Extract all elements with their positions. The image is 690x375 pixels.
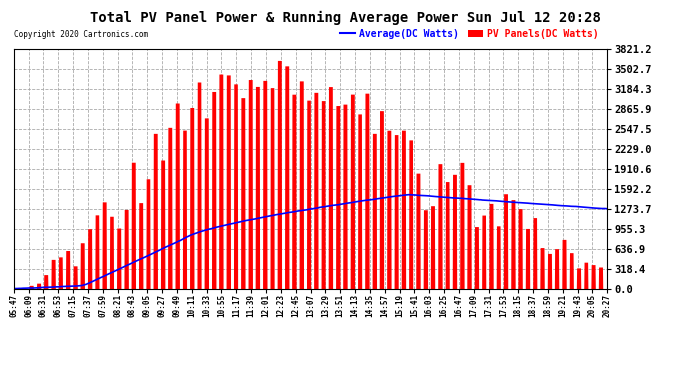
Legend: Average(DC Watts), PV Panels(DC Watts): Average(DC Watts), PV Panels(DC Watts) [337, 25, 602, 43]
Text: Total PV Panel Power & Running Average Power Sun Jul 12 20:28: Total PV Panel Power & Running Average P… [90, 11, 600, 26]
Text: Copyright 2020 Cartronics.com: Copyright 2020 Cartronics.com [14, 30, 148, 39]
